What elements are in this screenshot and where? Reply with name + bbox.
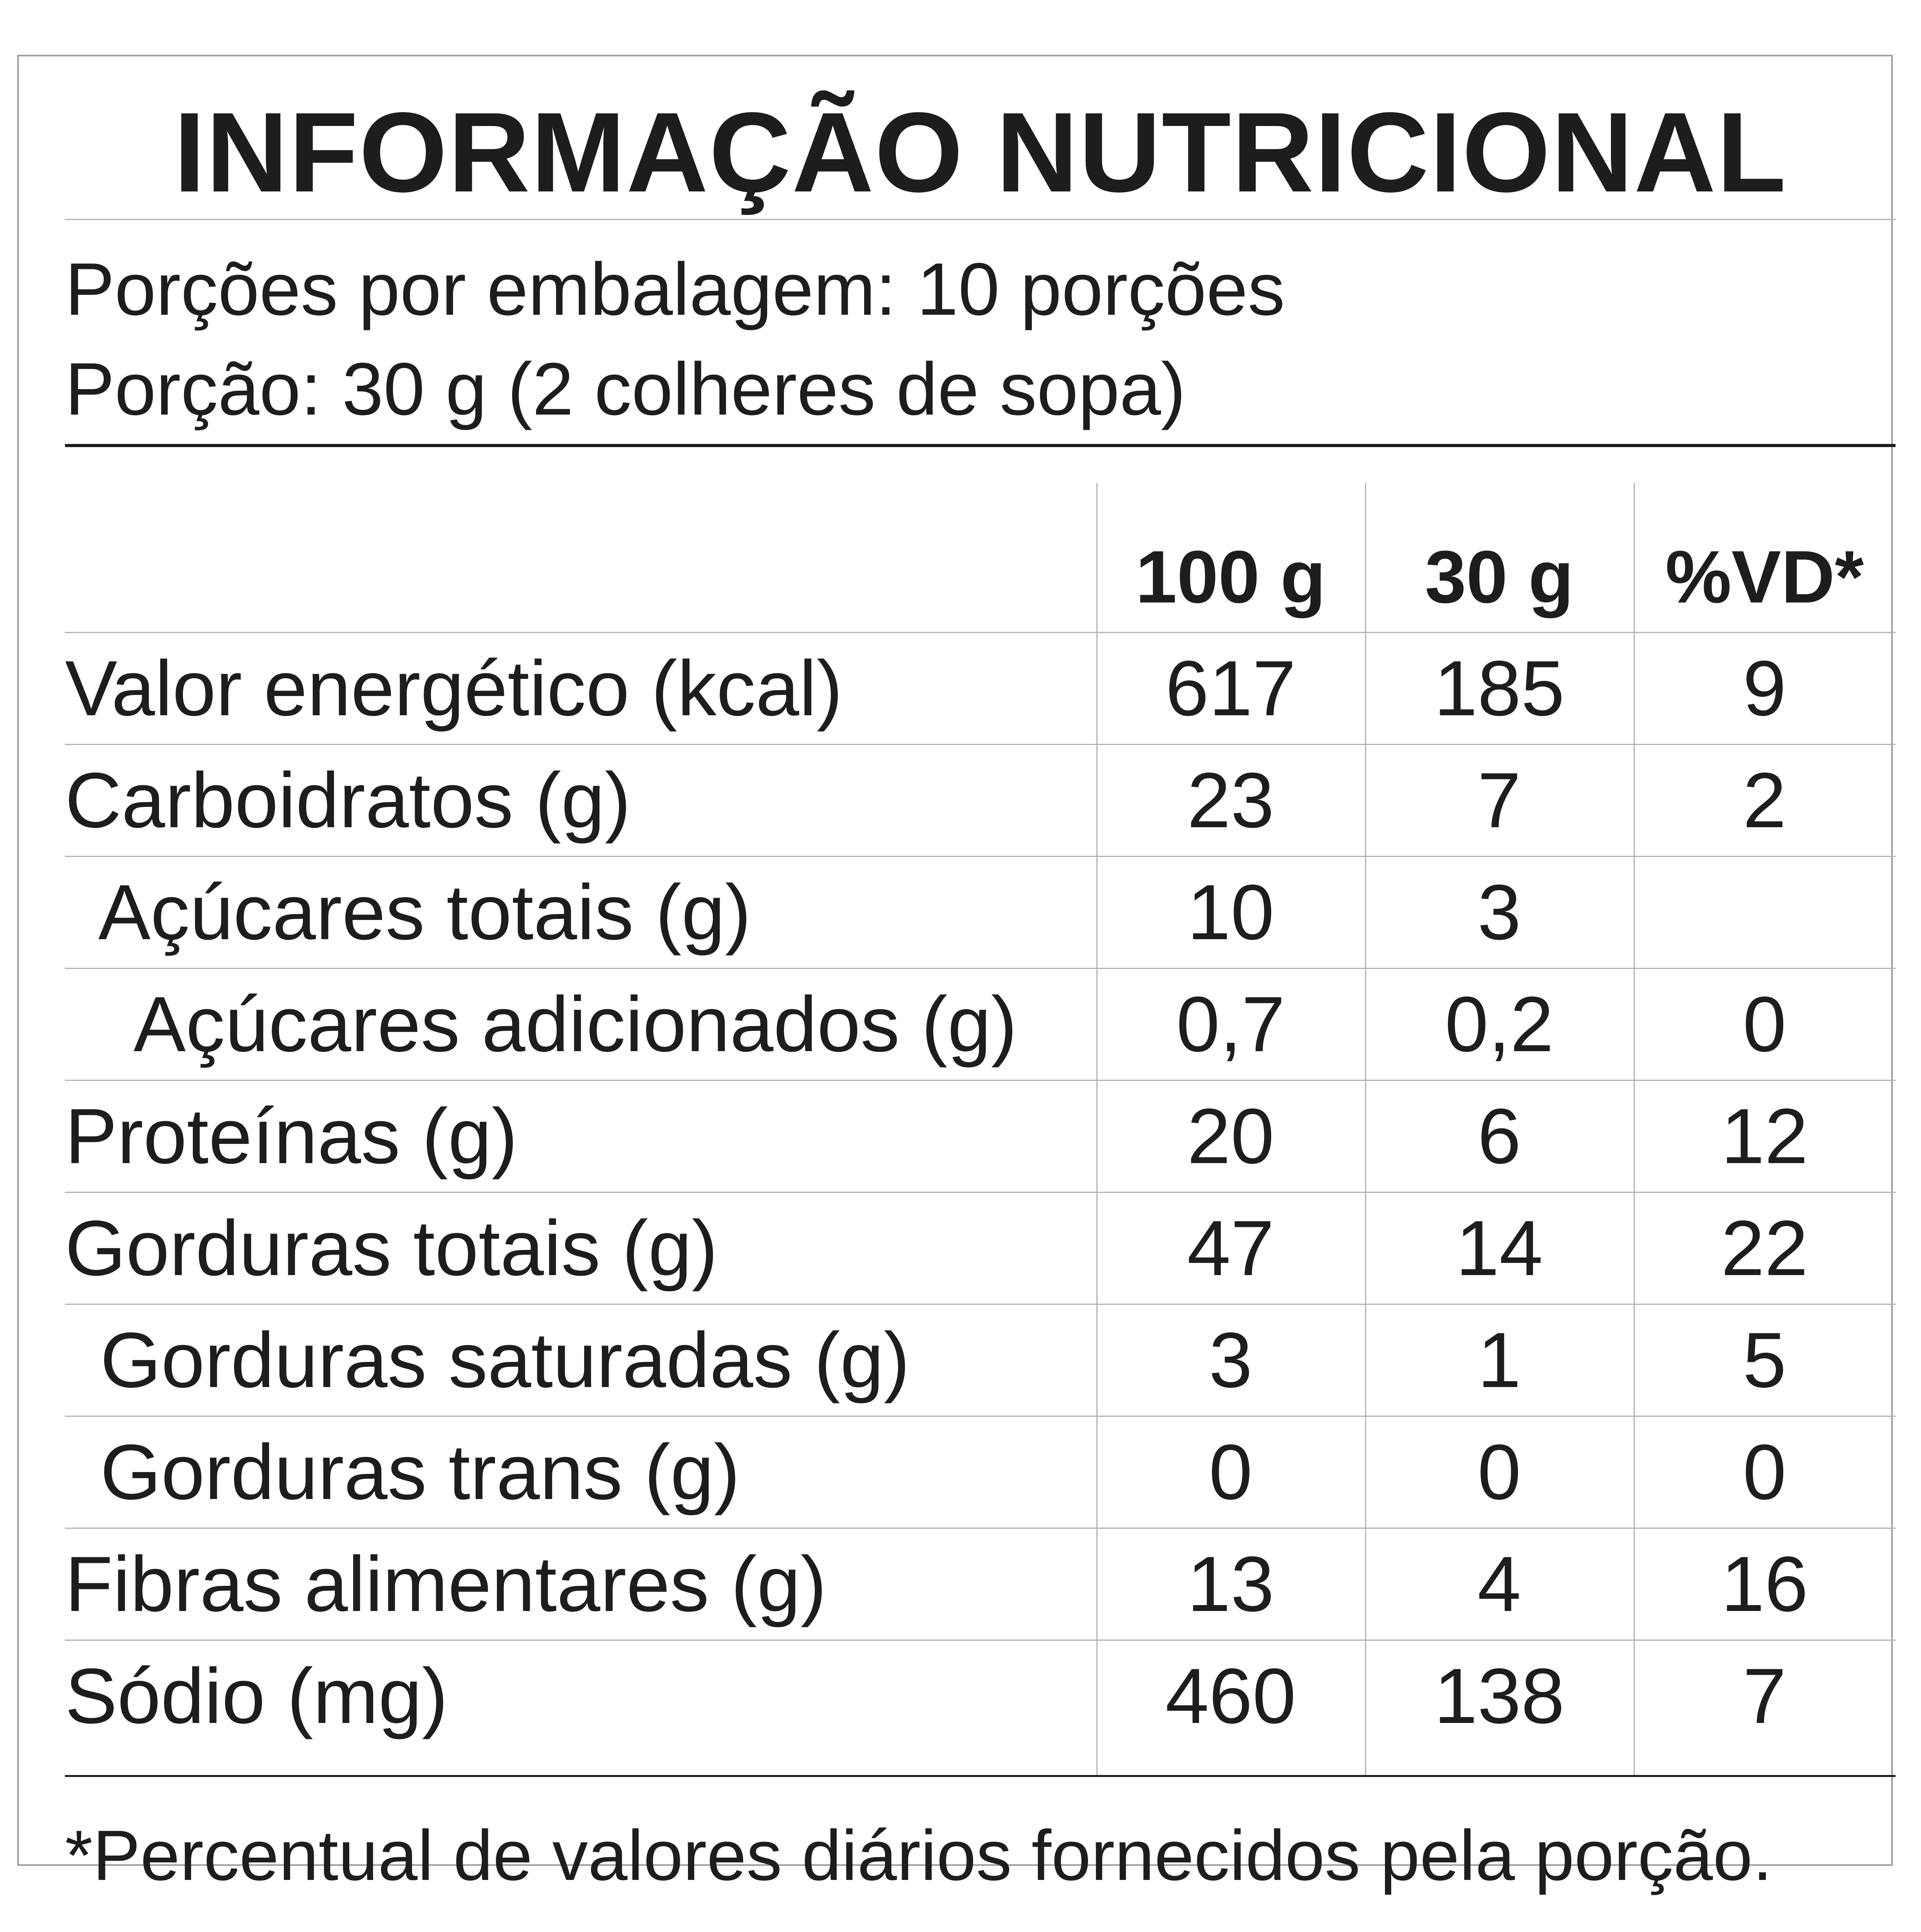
row-divider	[65, 1080, 1896, 1081]
row-dv: 5	[1742, 1317, 1787, 1404]
serving-size: Porção: 30 g (2 colheres de sopa)	[65, 348, 1186, 431]
table-row: Gorduras saturadas (g) 3 1 5	[65, 1305, 1896, 1416]
row-per-portion: 0,2	[1444, 981, 1554, 1068]
table-row: Gorduras totais (g) 47 14 22	[65, 1193, 1896, 1304]
row-dv: 7	[1742, 1652, 1787, 1740]
table-row: Fibras alimentares (g) 13 4 16	[65, 1529, 1896, 1640]
row-per-portion: 7	[1477, 757, 1521, 844]
row-name: Proteínas (g)	[65, 1093, 518, 1180]
row-dv: 0	[1742, 1429, 1787, 1516]
row-per-100g: 460	[1165, 1652, 1296, 1740]
row-dv: 0	[1742, 981, 1787, 1068]
table-row: Valor energético (kcal) 617 185 9	[65, 633, 1896, 744]
row-per-100g: 20	[1187, 1093, 1275, 1180]
row-dv: 16	[1721, 1541, 1808, 1628]
row-dv: 2	[1742, 757, 1787, 844]
row-per-portion: 185	[1434, 645, 1565, 732]
row-per-100g: 47	[1187, 1205, 1275, 1292]
row-per-portion: 138	[1434, 1652, 1565, 1740]
row-divider	[65, 1640, 1896, 1641]
row-per-100g: 3	[1209, 1317, 1253, 1404]
table-row: Açúcares adicionados (g) 0,7 0,2 0	[65, 969, 1896, 1080]
footnote: *Percentual de valores diários fornecido…	[65, 1815, 1773, 1895]
row-per-portion: 6	[1477, 1093, 1521, 1180]
serving-divider	[65, 444, 1896, 447]
row-name: Gorduras totais (g)	[65, 1205, 718, 1292]
row-divider	[65, 856, 1896, 857]
row-name: Sódio (mg)	[65, 1652, 448, 1740]
row-divider	[65, 1528, 1896, 1529]
row-name: Gorduras saturadas (g)	[100, 1317, 910, 1404]
column-separator	[1096, 483, 1098, 1775]
row-dv: 9	[1742, 645, 1787, 732]
table-row: Sódio (mg) 460 138 7	[65, 1641, 1896, 1752]
row-per-portion: 0	[1477, 1429, 1521, 1516]
row-divider	[65, 1416, 1896, 1417]
table-bottom-divider	[65, 1775, 1896, 1777]
row-per-100g: 0,7	[1176, 981, 1285, 1068]
row-per-portion: 1	[1477, 1317, 1521, 1404]
row-dv	[1634, 857, 1896, 968]
column-separator	[1365, 483, 1366, 1775]
row-per-100g: 617	[1165, 645, 1296, 732]
header-daily-value: %VD*	[1665, 536, 1864, 619]
table-row: Proteínas (g) 20 6 12	[65, 1081, 1896, 1192]
row-per-100g: 0	[1209, 1429, 1253, 1516]
row-dv: 22	[1721, 1205, 1808, 1292]
row-divider	[65, 1192, 1896, 1193]
row-dv: 12	[1721, 1093, 1808, 1180]
header-divider	[65, 632, 1896, 633]
row-per-100g: 13	[1187, 1541, 1275, 1628]
row-divider	[65, 968, 1896, 969]
row-name: Açúcares totais (g)	[98, 869, 751, 956]
servings-per-package: Porções por embalagem: 10 porções	[65, 248, 1285, 331]
header-per-portion: 30 g	[1425, 536, 1574, 619]
column-separator	[1634, 483, 1635, 1775]
table-row: Carboidratos (g) 23 7 2	[65, 745, 1896, 856]
row-name: Valor energético (kcal)	[65, 645, 843, 732]
header-per-100g: 100 g	[1136, 536, 1326, 619]
label-title: INFORMAÇÃO NUTRICIONAL	[173, 89, 1787, 216]
row-per-100g: 23	[1187, 757, 1275, 844]
nutrition-label-content: INFORMAÇÃO NUTRICIONAL Porções por embal…	[65, 56, 1896, 1895]
row-divider	[65, 744, 1896, 745]
row-per-100g: 10	[1187, 869, 1275, 956]
table-row: Gorduras trans (g) 0 0 0	[65, 1417, 1896, 1528]
row-per-portion: 14	[1455, 1205, 1543, 1292]
row-per-portion: 4	[1477, 1541, 1521, 1628]
row-name: Açúcares adicionados (g)	[134, 981, 1017, 1068]
table-row: Açúcares totais (g) 10 3	[65, 857, 1896, 968]
row-divider	[65, 1304, 1896, 1305]
row-name: Carboidratos (g)	[65, 757, 631, 844]
row-per-portion: 3	[1477, 869, 1521, 956]
title-divider	[65, 219, 1896, 220]
nutrition-label: INFORMAÇÃO NUTRICIONAL Porções por embal…	[17, 55, 1896, 1895]
row-name: Fibras alimentares (g)	[65, 1541, 827, 1628]
row-name: Gorduras trans (g)	[100, 1429, 740, 1516]
